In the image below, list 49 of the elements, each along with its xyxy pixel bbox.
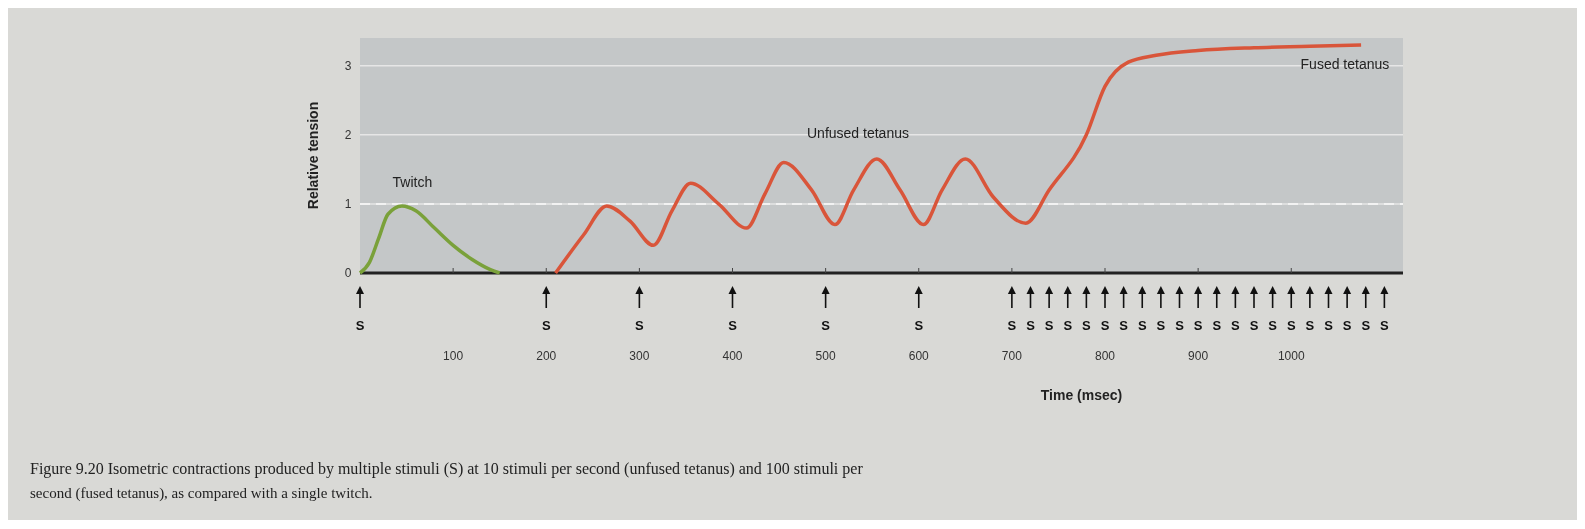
x-tick-label: 1000: [1277, 349, 1305, 363]
text: S: [1026, 318, 1036, 333]
x-tick-label: 800: [1094, 349, 1116, 363]
x-tick-label: 500: [815, 349, 836, 363]
annotation: Unfused tetanus: [807, 125, 909, 142]
y-tick-label: 0: [344, 266, 352, 280]
y-axis-title: Relative tension: [305, 101, 321, 210]
text: S: [1305, 318, 1315, 333]
text: S: [1231, 318, 1241, 333]
text: S: [1342, 318, 1352, 333]
text: S: [1007, 318, 1017, 333]
text: S: [1286, 318, 1296, 333]
text: S: [914, 318, 924, 333]
annotation: Twitch: [392, 173, 433, 190]
x-tick-label: 300: [629, 349, 650, 363]
text: S: [1082, 318, 1092, 333]
text: S: [1137, 318, 1147, 333]
x-tick-label: 400: [722, 349, 743, 363]
text: S: [1156, 318, 1166, 333]
annotation: Fused tetanus: [1300, 56, 1390, 73]
text: S: [1380, 318, 1390, 333]
text: S: [355, 318, 365, 333]
text: S: [1249, 318, 1259, 333]
text: S: [1175, 318, 1185, 333]
y-tick-label: 2: [344, 127, 352, 142]
x-axis-title: Time (msec): [1040, 387, 1123, 403]
text: S: [1361, 318, 1371, 333]
text: S: [1100, 318, 1110, 333]
x-tick-label: 200: [536, 349, 557, 363]
caption: Figure 9.20 Isometric contractions produced by multiple stimuli (S) at 10 stimuli per second (unfused tetanus) and 100 stimuli per: [30, 460, 864, 478]
text: second (fused tetanus), as compared with a single twitch.: [30, 485, 373, 502]
text: S: [821, 318, 831, 333]
text: S: [1119, 318, 1129, 333]
text: S: [728, 318, 738, 333]
y-tick-label: 1: [344, 196, 352, 211]
text: S: [541, 318, 551, 333]
x-tick-label: 100: [443, 349, 464, 363]
text: S: [1324, 318, 1334, 333]
text: S: [635, 318, 645, 333]
text: S: [1063, 318, 1073, 333]
x-tick-label: 700: [1001, 349, 1023, 363]
x-tick-label: 600: [908, 349, 930, 363]
text: S: [1268, 318, 1278, 333]
x-tick-label: 900: [1188, 349, 1209, 363]
text: S: [1193, 318, 1203, 333]
line-series: [358, 204, 502, 275]
text: S: [1212, 318, 1222, 333]
y-tick-label: 3: [344, 58, 352, 73]
text: S: [1044, 318, 1054, 333]
